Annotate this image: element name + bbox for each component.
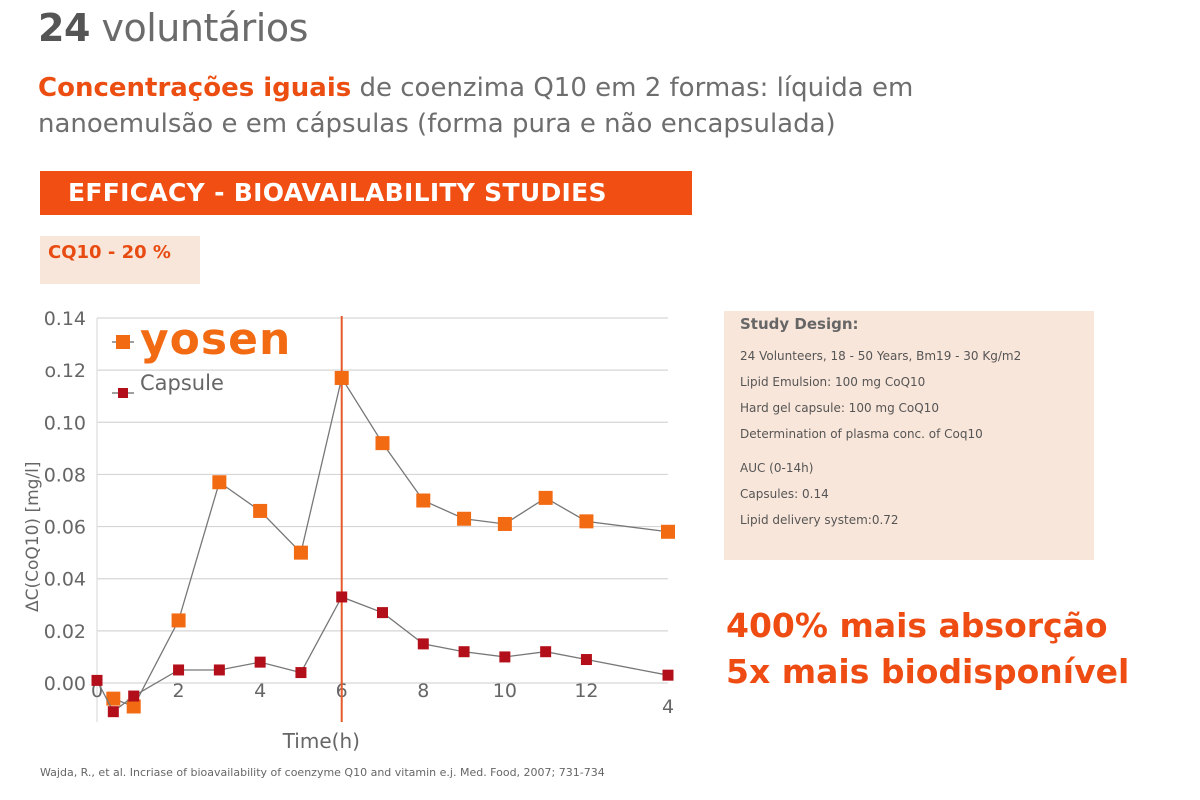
data-point-capsule xyxy=(107,706,119,718)
subtitle-highlight: Concentrações iguais xyxy=(38,73,352,103)
study-line-1: 24 Volunteers, 18 - 50 Years, Bm19 - 30 … xyxy=(740,349,1022,363)
data-point-capsule xyxy=(377,607,388,619)
y-tick-label: 0.04 xyxy=(44,569,86,591)
study-line-3: Hard gel capsule: 100 mg CoQ10 xyxy=(740,401,939,415)
data-point-yosen xyxy=(579,514,594,529)
data-point-capsule xyxy=(91,674,103,686)
study-line-6: Capsules: 0.14 xyxy=(740,487,829,501)
page-heading: 24 voluntários xyxy=(38,6,308,50)
data-point-yosen xyxy=(212,475,227,490)
y-tick-label: 0.00 xyxy=(44,673,86,695)
y-axis-title: ΔC(CoQ10) [mg/l] xyxy=(23,461,43,612)
x-tick-label: 8 xyxy=(417,680,429,702)
data-point-capsule xyxy=(580,654,592,666)
y-tick-label: 0.08 xyxy=(44,464,86,486)
x-axis-title: Time(h) xyxy=(282,729,360,753)
y-tick-label: 0.02 xyxy=(44,621,86,643)
x-tick-label: 10 xyxy=(493,680,517,702)
legend-marker-yosen xyxy=(116,335,130,349)
data-point-capsule xyxy=(173,664,185,676)
subtitle-rest: de coenzima Q10 em 2 formas: líquida em … xyxy=(38,73,914,139)
data-point-capsule xyxy=(128,690,140,702)
data-point-yosen xyxy=(334,370,349,385)
y-tick-label: 0.10 xyxy=(44,412,86,434)
data-point-capsule xyxy=(254,656,266,668)
x-tick-label: 4 xyxy=(254,680,266,702)
data-point-yosen xyxy=(126,699,141,714)
section-banner: EFFICACY - BIOAVAILABILITY STUDIES xyxy=(40,171,692,215)
legend-label-yosen: yosen xyxy=(140,314,291,365)
data-point-capsule xyxy=(417,638,429,650)
data-point-capsule xyxy=(458,646,470,658)
data-point-capsule xyxy=(213,664,225,676)
data-point-capsule xyxy=(540,646,552,658)
data-point-yosen xyxy=(106,691,121,706)
bioavailability-chart: 0.000.020.040.060.080.10o.120.1402468101… xyxy=(23,308,675,753)
citation: Wajda, R., et al. Incriase of bioavailab… xyxy=(40,766,605,779)
x-tick-label: 4 xyxy=(662,696,674,718)
data-point-yosen xyxy=(538,490,553,505)
study-design-box: Study Design: 24 Volunteers, 18 - 50 Yea… xyxy=(724,311,1094,560)
data-point-capsule xyxy=(662,669,674,681)
legend-label-capsule: Capsule xyxy=(140,371,224,395)
data-point-capsule xyxy=(499,651,511,663)
study-line-5: AUC (0-14h) xyxy=(740,461,814,475)
data-point-yosen xyxy=(375,436,390,451)
subtitle: Concentrações iguais de coenzima Q10 em … xyxy=(38,70,998,142)
data-point-yosen xyxy=(416,493,431,508)
study-line-4: Determination of plasma conc. of Coq10 xyxy=(740,427,983,441)
study-line-2: Lipid Emulsion: 100 mg CoQ10 xyxy=(740,375,926,389)
data-point-yosen xyxy=(661,524,675,539)
legend-marker-capsule xyxy=(118,388,128,398)
data-point-capsule xyxy=(295,667,307,679)
claims: 400% mais absorção 5x mais biodisponível xyxy=(726,603,1129,695)
data-point-yosen xyxy=(497,516,512,531)
claim-absorption: 400% mais absorção xyxy=(726,606,1108,645)
y-tick-label: 0.06 xyxy=(44,517,86,539)
data-point-yosen xyxy=(457,511,472,526)
x-tick-label: 12 xyxy=(574,680,598,702)
y-tick-label: o.12 xyxy=(44,360,86,382)
volunteer-count: 24 xyxy=(38,6,90,50)
study-design-title: Study Design: xyxy=(740,315,859,333)
y-tick-label: 0.14 xyxy=(44,308,86,330)
data-point-yosen xyxy=(293,545,308,560)
study-line-7: Lipid delivery system:0.72 xyxy=(740,513,899,527)
volunteer-word: voluntários xyxy=(101,6,308,50)
claim-bioavailability: 5x mais biodisponível xyxy=(726,652,1130,691)
x-tick-label: 2 xyxy=(173,680,185,702)
data-point-capsule xyxy=(336,591,348,603)
cq10-tag: CQ10 - 20 % xyxy=(40,236,200,284)
data-point-yosen xyxy=(253,503,268,518)
data-point-yosen xyxy=(171,613,186,628)
